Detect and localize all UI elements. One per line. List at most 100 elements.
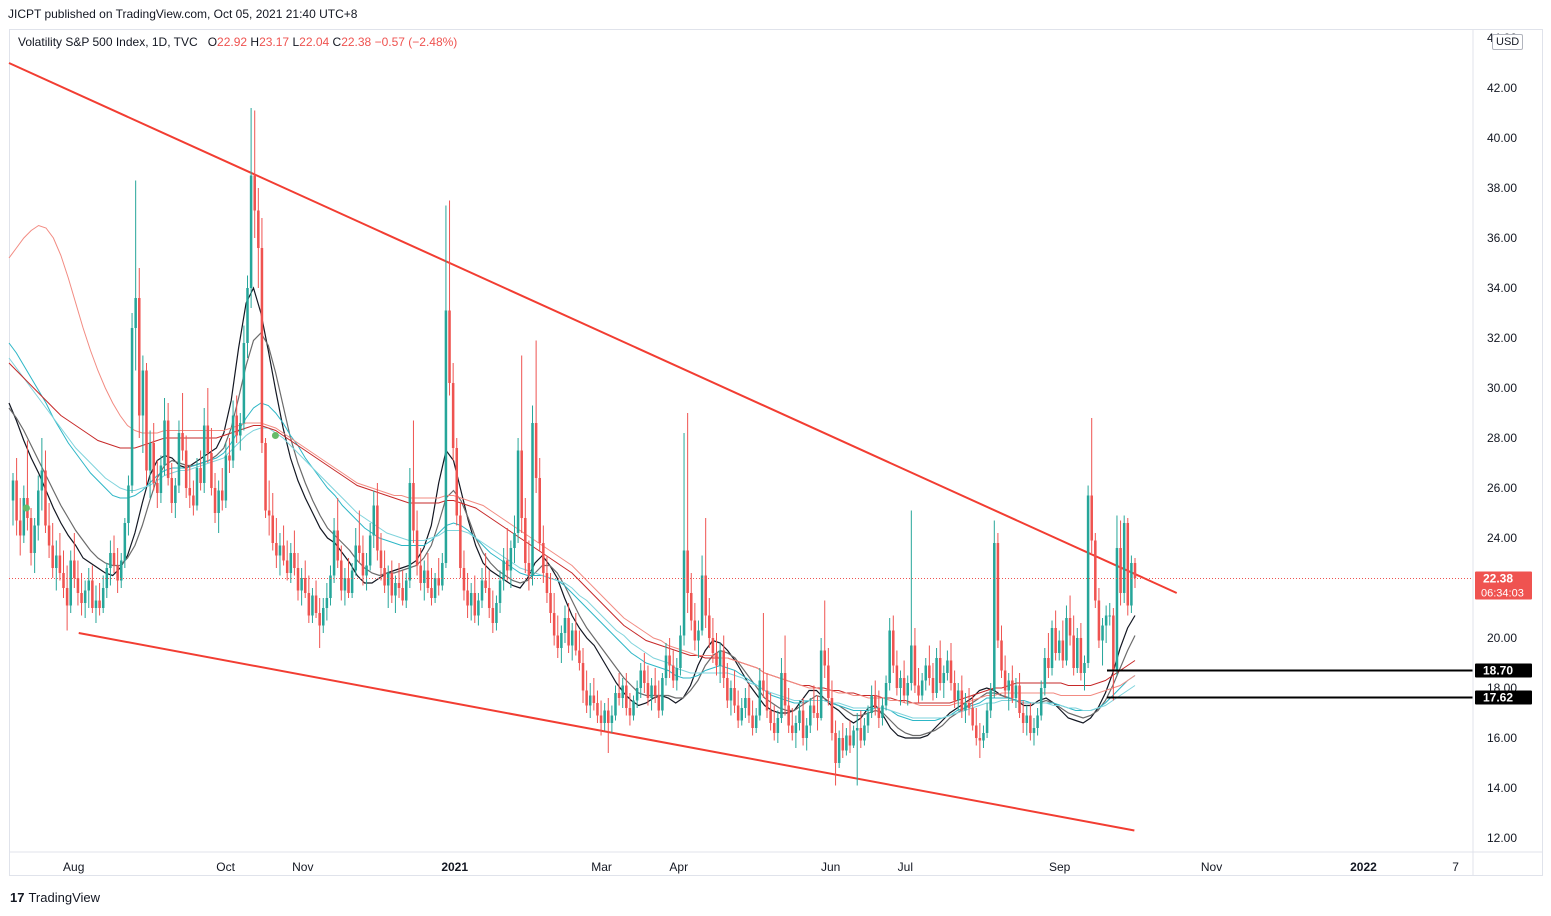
candle-body [881, 705, 884, 718]
candle-body [206, 425, 210, 453]
candle-body [671, 665, 675, 681]
candle-body [459, 515, 462, 568]
candle-body [520, 450, 523, 518]
moving-average-line [8, 362, 1136, 704]
candle-body [278, 545, 282, 556]
low-value: 22.04 [299, 35, 330, 49]
symbol-name[interactable]: Volatility S&P 500 Index, 1D, TVC [18, 35, 198, 49]
candle-body [949, 660, 953, 683]
candle-body [314, 595, 318, 613]
moving-average-line [8, 342, 1136, 721]
x-tick-label: 2021 [441, 860, 468, 874]
candle-body [487, 588, 491, 608]
candle-body [513, 533, 516, 548]
candle-body [358, 545, 361, 553]
x-tick-label: Apr [669, 860, 688, 874]
candle-body [415, 530, 419, 566]
candle-body [98, 600, 101, 608]
candle-body [960, 690, 964, 711]
candle-body [632, 700, 635, 716]
candle-body [1025, 715, 1029, 723]
candle-body [109, 553, 112, 568]
candle-body [693, 620, 697, 641]
candle-body [617, 693, 621, 698]
candle-body [361, 553, 365, 576]
moving-average-line [8, 332, 1136, 737]
candle-body [466, 590, 469, 606]
high-value: 23.17 [259, 35, 290, 49]
candle-body [762, 680, 765, 691]
candle-body [661, 678, 664, 711]
candle-body [343, 578, 347, 591]
candle-body [718, 650, 722, 666]
x-tick-label: 7 [1452, 860, 1459, 874]
candle-body [989, 690, 992, 711]
candle-body [235, 415, 238, 436]
candle-body [83, 590, 87, 603]
low-label: L [292, 35, 300, 49]
candle-body [588, 695, 592, 706]
candle-body [1119, 548, 1122, 593]
y-tick-label: 14.00 [1487, 781, 1517, 795]
candle-body [855, 728, 859, 731]
candle-body [379, 550, 383, 568]
candle-body [1108, 615, 1112, 617]
price-label: 18.70 [1475, 663, 1532, 678]
price-label: 22.38 06:34:03 [1475, 571, 1532, 600]
candle-body [783, 673, 787, 706]
candle-body [372, 505, 376, 536]
candle-body [769, 710, 772, 723]
candle-body [239, 423, 242, 436]
candle-body [202, 425, 206, 483]
candle-body [354, 545, 357, 571]
close-value: 22.38 [341, 35, 372, 49]
candle-body [401, 588, 404, 601]
candle-body [253, 175, 256, 211]
candle-body [166, 420, 170, 478]
candle-body [524, 518, 527, 563]
candle-body [639, 670, 643, 688]
candle-body [130, 328, 134, 486]
candle-body [776, 718, 780, 733]
currency-badge[interactable]: USD [1492, 34, 1524, 50]
candle-body [689, 593, 693, 621]
tradingview-logo[interactable]: 17 TradingView [10, 890, 100, 905]
candle-body [152, 443, 155, 483]
candle-body [711, 638, 715, 653]
candle-body [231, 415, 235, 461]
chart-frame[interactable] [9, 29, 1543, 876]
candle-body [747, 698, 751, 716]
candle-body [650, 685, 653, 698]
candle-body [700, 575, 704, 631]
candle-body [538, 478, 541, 543]
candle-body [1014, 685, 1018, 698]
price-label-text: 22.38 [1483, 572, 1513, 586]
candle-body [928, 665, 931, 678]
candle-body [199, 468, 202, 483]
candle-body [870, 695, 873, 713]
candle-body [729, 688, 733, 701]
candle-body [906, 683, 909, 696]
candle-body [264, 443, 267, 511]
candle-body [935, 658, 938, 693]
candle-body [412, 483, 415, 531]
open-value: 22.92 [217, 35, 248, 49]
candle-body [1130, 563, 1133, 606]
candle-body [365, 565, 368, 576]
candle-body [426, 570, 430, 588]
candle-body [982, 733, 985, 741]
candle-body [1126, 523, 1130, 606]
candle-body [134, 298, 137, 328]
candle-body [220, 490, 224, 501]
candle-body [112, 553, 116, 566]
moving-average-line [8, 286, 1136, 739]
candle-body [1112, 615, 1115, 671]
y-tick-label: 20.00 [1487, 631, 1517, 645]
candle-body [340, 560, 343, 591]
candle-body [47, 525, 51, 546]
x-tick-label: Mar [591, 860, 612, 874]
candle-body [892, 630, 895, 666]
y-axis: 12.0014.0016.0018.0020.0022.0024.0026.00… [1472, 30, 1517, 875]
candles-layer [11, 108, 1137, 786]
